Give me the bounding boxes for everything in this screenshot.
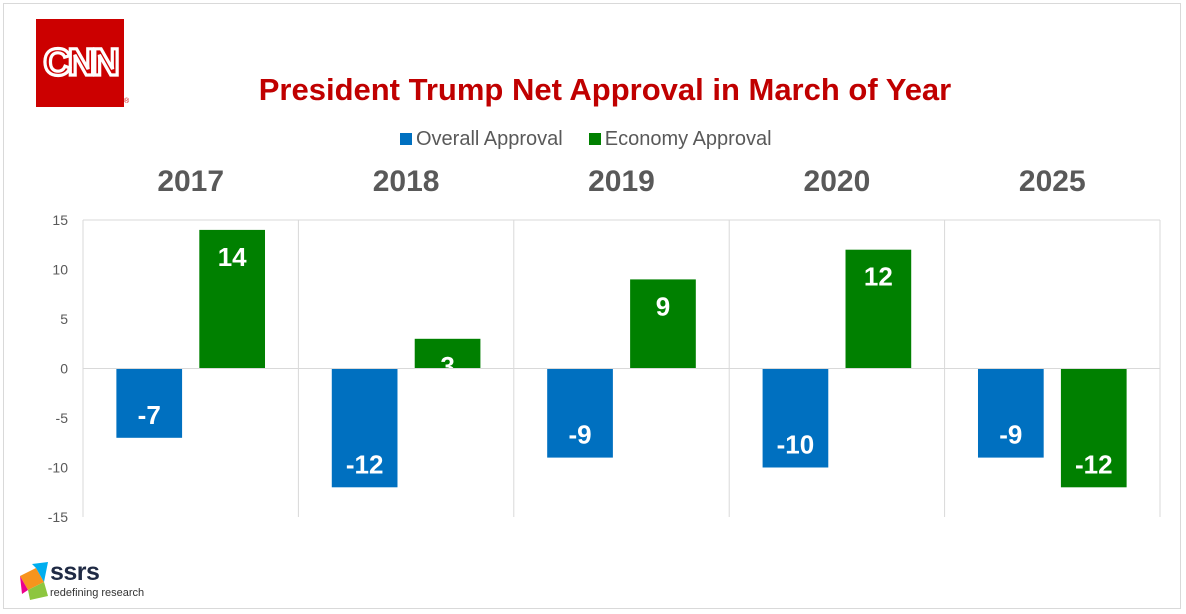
ssrs-tagline: redefining research [50, 587, 145, 599]
data-label: 9 [656, 291, 670, 321]
y-tick-label: 0 [60, 361, 68, 377]
cnn-logo-text: CNN [43, 42, 117, 84]
y-tick-label: 15 [52, 212, 68, 228]
y-tick-label: 10 [52, 262, 68, 278]
bar [414, 338, 481, 369]
data-label: -9 [568, 420, 591, 450]
bar [547, 368, 613, 458]
data-label: 12 [864, 262, 893, 292]
bar [845, 249, 912, 369]
ssrs-name: ssrs [50, 558, 100, 586]
y-tick-label: -10 [48, 460, 68, 476]
bar [116, 368, 183, 438]
legend-swatch-economy [588, 133, 601, 145]
legend-item-overall: Overall Approval [400, 128, 563, 151]
legend-item-economy: Economy Approval [588, 127, 772, 151]
data-label: -12 [346, 449, 384, 479]
category-label: 2018 [373, 165, 440, 198]
chart-frame [3, 3, 1181, 609]
bar [762, 368, 829, 468]
bar [1060, 368, 1127, 488]
legend-label-economy: Economy Approval [604, 127, 772, 150]
y-tick-label: 5 [60, 311, 68, 327]
cnn-logo: CNN [36, 19, 124, 107]
bar [199, 229, 266, 369]
data-label: -9 [999, 420, 1022, 450]
bar [630, 279, 696, 369]
bar [977, 368, 1044, 458]
ssrs-logo-icon [20, 562, 48, 600]
cnn-registered-mark: ® [124, 98, 130, 105]
data-label: 3 [440, 351, 454, 381]
legend-label-overall: Overall Approval [416, 127, 563, 150]
category-label: 2020 [804, 165, 871, 198]
data-label: 14 [218, 242, 247, 272]
y-tick-label: -15 [48, 509, 68, 525]
bar [331, 368, 398, 488]
y-tick-label: -5 [56, 410, 69, 426]
chart-legend: Overall Approval Economy Approval [400, 127, 798, 151]
category-label: 2017 [157, 165, 224, 198]
chart-title: President Trump Net Approval in March of… [258, 72, 952, 107]
category-label: 2019 [588, 165, 655, 198]
data-label: -10 [777, 430, 815, 460]
category-label: 2025 [1019, 165, 1086, 198]
data-label: -12 [1075, 449, 1113, 479]
legend-swatch-overall [400, 133, 412, 145]
data-label: -7 [138, 400, 161, 430]
